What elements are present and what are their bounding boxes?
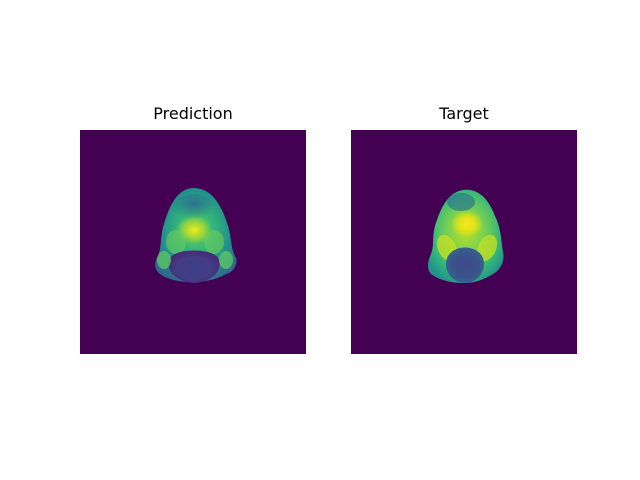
prediction-image [80,130,306,354]
target-title: Target [439,104,489,123]
target-image [351,130,577,354]
target-heatmap [351,130,577,354]
prediction-heatmap [80,130,306,354]
prediction-title: Prediction [153,104,233,123]
